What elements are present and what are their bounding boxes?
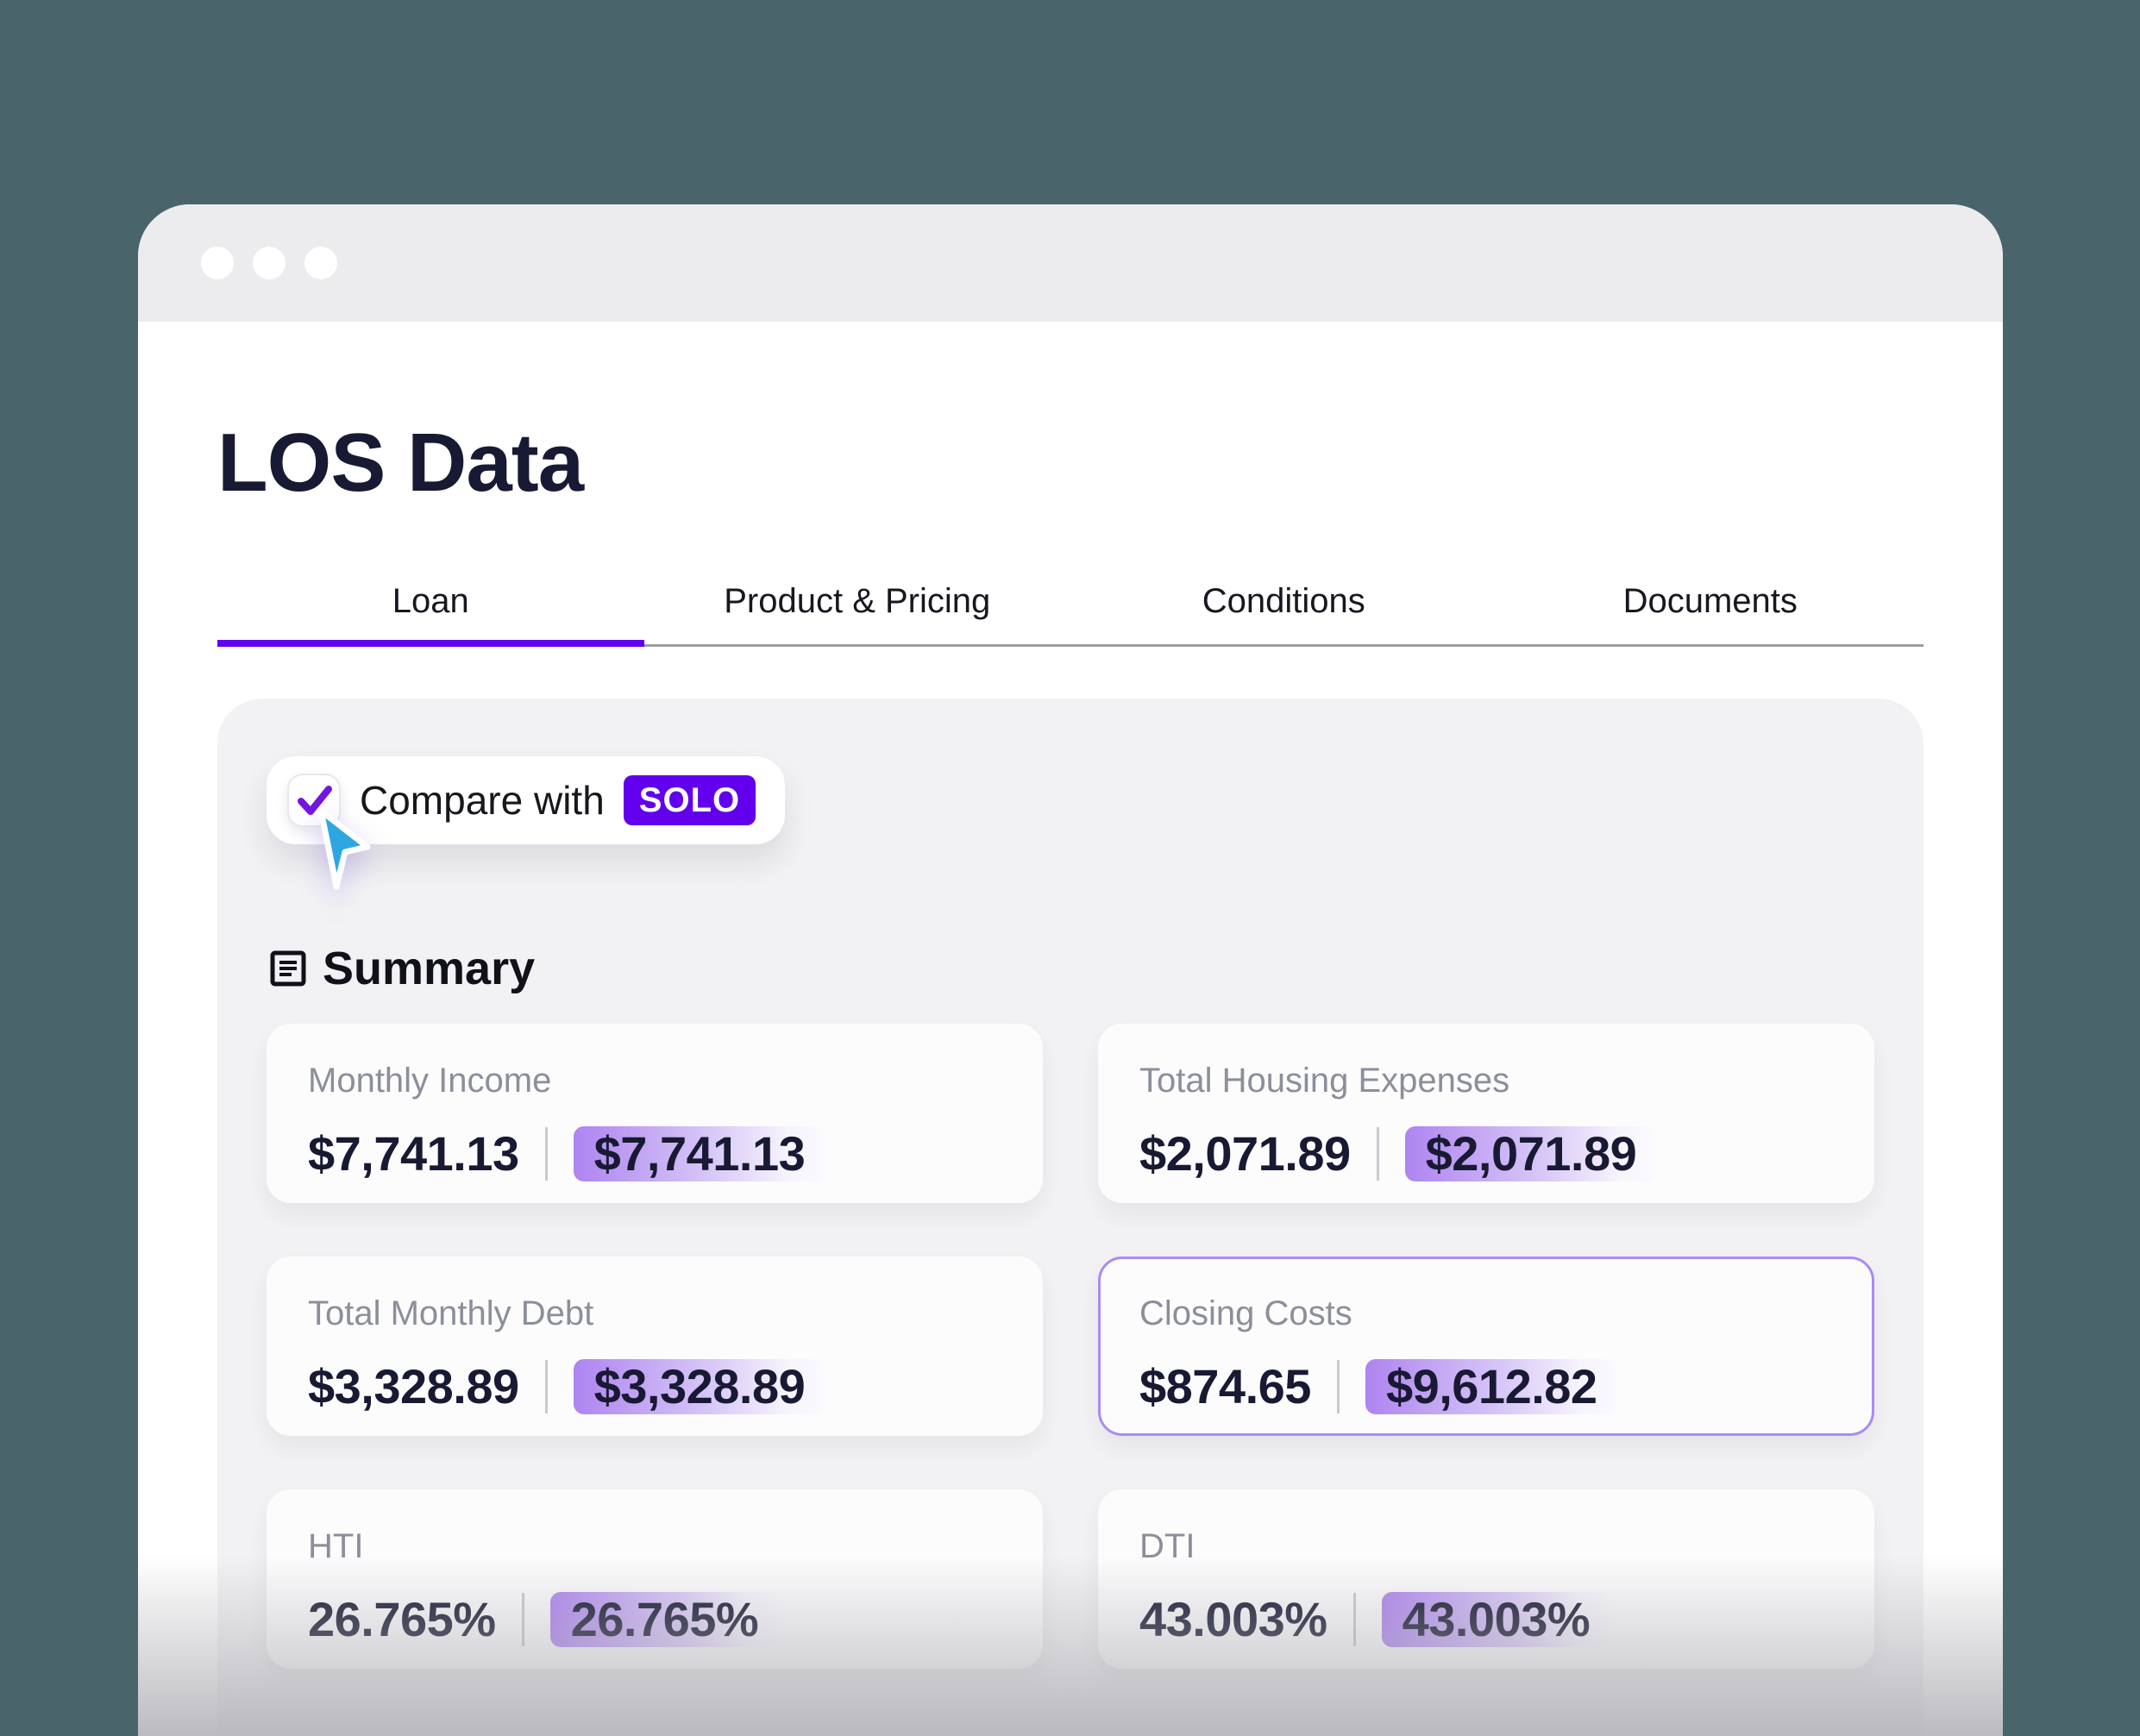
document-list-icon <box>270 950 306 987</box>
checkmark-icon <box>298 786 332 815</box>
solo-value: 43.003% <box>1402 1592 1591 1646</box>
traffic-light-dot[interactable] <box>253 247 286 279</box>
los-value: 43.003% <box>1139 1592 1327 1646</box>
solo-value-chip: 43.003% <box>1381 1591 1611 1647</box>
solo-value-chip: $9,612.82 <box>1365 1358 1618 1414</box>
value-divider <box>544 1126 548 1181</box>
compare-checkbox[interactable] <box>287 774 341 827</box>
traffic-light-dot[interactable] <box>304 247 337 279</box>
los-value: $3,328.89 <box>308 1359 519 1413</box>
solo-value: $9,612.82 <box>1385 1359 1597 1413</box>
loan-summary-panel: Compare with SOLO Summary <box>217 699 1923 1733</box>
solo-badge: SOLO <box>623 775 756 825</box>
browser-window: LOS Data Loan Product & Pricing Conditio… <box>138 204 2003 1736</box>
solo-value-chip: 26.765% <box>549 1591 780 1647</box>
compare-label: Compare with <box>360 778 605 823</box>
solo-value: 26.765% <box>570 1592 759 1646</box>
value-divider <box>544 1359 548 1413</box>
card-label: Total Housing Expenses <box>1139 1062 1510 1100</box>
solo-value: $7,741.13 <box>593 1126 806 1181</box>
card-label: HTI <box>308 1527 364 1565</box>
card-values: $874.65 $9,612.82 <box>1139 1358 1618 1414</box>
tab-product-pricing[interactable]: Product & Pricing <box>724 582 991 620</box>
solo-value-chip: $2,071.89 <box>1404 1125 1658 1181</box>
card-hti: HTI 26.765% 26.765% <box>267 1489 1043 1669</box>
tab-loan[interactable]: Loan <box>217 580 644 647</box>
summary-title: Summary <box>323 943 536 994</box>
card-values: $2,071.89 $2,071.89 <box>1139 1125 1658 1181</box>
tab-conditions[interactable]: Conditions <box>1202 582 1365 620</box>
solo-value-chip: $7,741.13 <box>573 1125 826 1181</box>
tab-bar: Loan Product & Pricing Conditions Docume… <box>217 580 1923 647</box>
solo-value: $3,328.89 <box>593 1359 806 1413</box>
card-total-housing-expenses: Total Housing Expenses $2,071.89 $2,071.… <box>1098 1024 1874 1203</box>
page-title: LOS Data <box>217 417 584 509</box>
card-label: Total Monthly Debt <box>308 1294 594 1332</box>
card-closing-costs: Closing Costs $874.65 $9,612.82 <box>1098 1257 1874 1436</box>
card-label: Closing Costs <box>1139 1294 1352 1332</box>
card-values: $3,328.89 $3,328.89 <box>308 1358 826 1414</box>
los-value: 26.765% <box>308 1592 496 1646</box>
card-dti: DTI 43.003% 43.003% <box>1098 1489 1874 1669</box>
solo-value-chip: $3,328.89 <box>573 1358 826 1414</box>
traffic-light-dot[interactable] <box>201 247 234 279</box>
value-divider <box>1352 1592 1356 1646</box>
card-values: $7,741.13 $7,741.13 <box>308 1125 826 1181</box>
los-value: $7,741.13 <box>308 1126 519 1181</box>
card-label: DTI <box>1139 1527 1196 1565</box>
card-monthly-income: Monthly Income $7,741.13 $7,741.13 <box>267 1024 1043 1203</box>
card-total-monthly-debt: Total Monthly Debt $3,328.89 $3,328.89 <box>267 1257 1043 1436</box>
summary-cards-grid: Monthly Income $7,741.13 $7,741.13 Total… <box>267 1024 1874 1669</box>
window-titlebar <box>138 204 2003 322</box>
solo-value: $2,071.89 <box>1425 1126 1637 1181</box>
los-value: $2,071.89 <box>1139 1126 1351 1181</box>
summary-header: Summary <box>269 942 535 995</box>
card-values: 26.765% 26.765% <box>308 1591 780 1647</box>
los-value: $874.65 <box>1139 1359 1311 1413</box>
window-content: LOS Data Loan Product & Pricing Conditio… <box>138 420 2003 1733</box>
tab-documents[interactable]: Documents <box>1622 582 1798 620</box>
card-label: Monthly Income <box>308 1062 552 1100</box>
value-divider <box>1336 1359 1340 1413</box>
card-values: 43.003% 43.003% <box>1139 1591 1611 1647</box>
compare-with-solo-toggle[interactable]: Compare with SOLO <box>267 756 786 844</box>
value-divider <box>521 1592 524 1646</box>
value-divider <box>1376 1126 1379 1181</box>
